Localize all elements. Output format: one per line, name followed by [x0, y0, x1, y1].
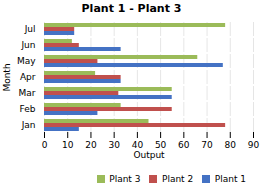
svg-text:0: 0	[42, 140, 48, 150]
svg-text:May: May	[17, 56, 36, 66]
svg-text:10: 10	[62, 140, 74, 150]
svg-text:Month: Month	[2, 63, 12, 91]
svg-text:40: 40	[132, 140, 144, 150]
svg-text:Jan: Jan	[21, 120, 36, 130]
svg-text:60: 60	[178, 140, 190, 150]
html-text:Plant 2: Plant 2	[162, 173, 194, 184]
svg-text:80: 80	[225, 140, 237, 150]
svg-text:30: 30	[108, 140, 120, 150]
svg-text:50: 50	[155, 140, 167, 150]
svg-text:Output: Output	[133, 150, 165, 160]
html-text:Plant 1 - Plant 3: Plant 1 - Plant 3	[81, 2, 182, 15]
html-text:Plant 1: Plant 1	[214, 173, 246, 184]
svg-text:70: 70	[201, 140, 213, 150]
html-text:Plant 3: Plant 3	[109, 173, 141, 184]
svg-text:90: 90	[248, 140, 260, 150]
svg-text:Jun: Jun	[20, 40, 35, 50]
svg-text:20: 20	[85, 140, 97, 150]
svg-text:Jul: Jul	[24, 24, 36, 34]
svg-text:Feb: Feb	[20, 104, 36, 114]
svg-text:Mar: Mar	[19, 88, 36, 98]
svg-text:Apr: Apr	[20, 72, 36, 82]
